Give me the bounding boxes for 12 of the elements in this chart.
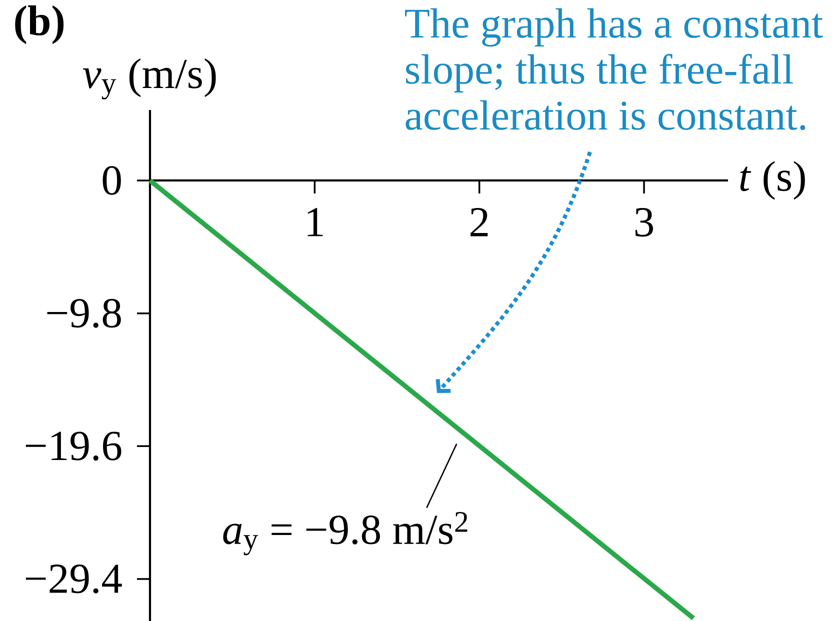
y-tick-label: 0 [102,166,121,195]
x-axis-title: t (s) [740,161,805,200]
y-tick-label: −29.4 [26,564,122,594]
annotation: a$_{y}$ = −9.8 m/s$^{2}$ [223,512,468,556]
annotation: The graph has a constant slope; thus the free-fall acceleration is constant. [405,8,823,130]
y-axis-title: v$_{y}$ (m/s) [82,58,216,100]
y-tick-label: −19.6 [26,432,122,461]
x-tick-label: 3 [635,208,654,237]
x-tick-label: 1 [308,208,323,236]
y-tick-label: −9.8 [47,298,121,328]
x-tick-label: 2 [470,208,488,236]
chart-title: (b) [15,5,64,44]
